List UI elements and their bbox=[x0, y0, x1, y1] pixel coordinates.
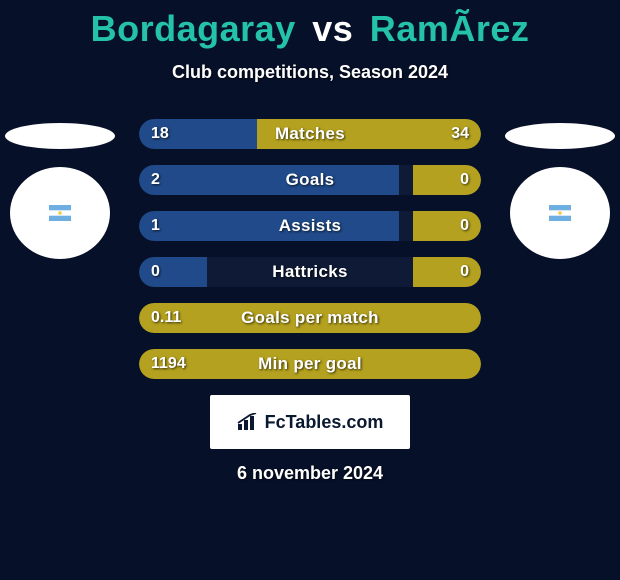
left-team-ellipse bbox=[5, 123, 115, 149]
stat-label: Goals per match bbox=[139, 308, 481, 328]
left-player-circle bbox=[10, 167, 110, 259]
right-team-ellipse bbox=[505, 123, 615, 149]
left-player-column bbox=[0, 119, 120, 259]
stat-row: 20Goals bbox=[139, 165, 481, 195]
stat-label: Goals bbox=[139, 170, 481, 190]
player1-name: Bordagaray bbox=[91, 8, 296, 49]
stat-row: 1194Min per goal bbox=[139, 349, 481, 379]
stat-label: Hattricks bbox=[139, 262, 481, 282]
stat-row: 0.11Goals per match bbox=[139, 303, 481, 333]
stat-bars: 1834Matches 20Goals 10Assists 00Hattricks 0.… bbox=[139, 119, 481, 379]
subtitle: Club competitions, Season 2024 bbox=[0, 62, 620, 83]
brand-box: FcTables.com bbox=[210, 395, 410, 449]
date-text: 6 november 2024 bbox=[0, 463, 620, 484]
stat-label: Assists bbox=[139, 216, 481, 236]
brand-text: FcTables.com bbox=[265, 412, 384, 433]
content-area: 1834Matches 20Goals 10Assists 00Hattricks 0.… bbox=[0, 119, 620, 379]
vs-text: vs bbox=[312, 8, 353, 49]
bar-chart-icon bbox=[237, 413, 259, 431]
argentina-flag-icon bbox=[49, 205, 71, 221]
right-player-column bbox=[500, 119, 620, 259]
stat-label: Matches bbox=[139, 124, 481, 144]
player2-name: RamÃ­rez bbox=[370, 8, 530, 49]
comparison-title: Bordagaray vs RamÃ­rez bbox=[0, 0, 620, 50]
stat-row: 10Assists bbox=[139, 211, 481, 241]
stat-label: Min per goal bbox=[139, 354, 481, 374]
argentina-flag-icon bbox=[549, 205, 571, 221]
stat-row: 1834Matches bbox=[139, 119, 481, 149]
right-player-circle bbox=[510, 167, 610, 259]
stat-row: 00Hattricks bbox=[139, 257, 481, 287]
